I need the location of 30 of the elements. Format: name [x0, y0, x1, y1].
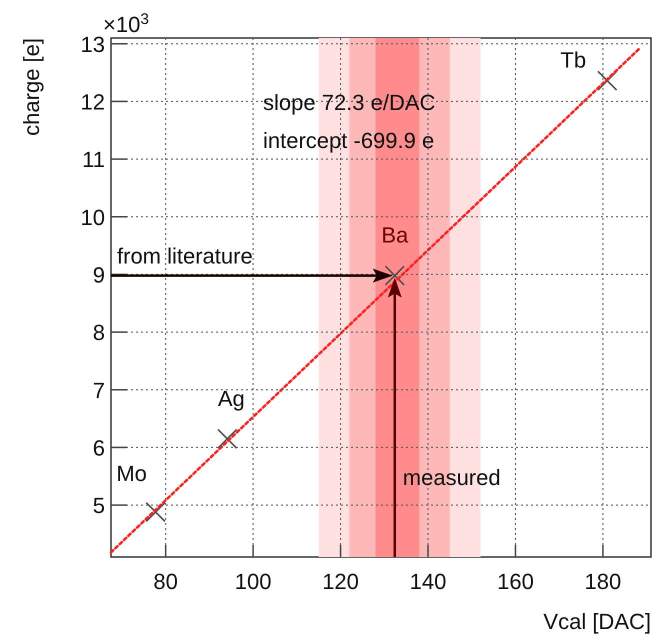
x-tick-label: 140	[410, 569, 446, 594]
x-tick-label: 80	[153, 569, 178, 594]
x-tick-label: 100	[234, 569, 272, 594]
annotation: measured	[402, 465, 501, 490]
y-axis-title: charge [e]	[19, 38, 44, 136]
point	[145, 502, 166, 522]
y-tick-label: 11	[82, 147, 105, 172]
x-tick-label: 160	[497, 569, 534, 594]
series-label: Tb	[560, 48, 586, 73]
series-label: Ba	[381, 222, 409, 248]
y-tick-label: 13	[80, 32, 105, 57]
y-tick-label: 9	[92, 262, 105, 288]
series-label: Ag	[218, 386, 245, 411]
annotation: from literature	[117, 244, 253, 269]
y-tick-label: 12	[80, 89, 105, 114]
point	[384, 265, 405, 286]
x-tick-label: 120	[322, 569, 359, 594]
text: ×10$^{3}$	[103, 10, 149, 37]
legend-label: Mo	[116, 461, 147, 486]
y-tick-label: 6	[92, 435, 105, 460]
y-tick-label: 7	[92, 378, 105, 403]
point	[597, 70, 618, 91]
x-tick-label: 180	[584, 569, 622, 594]
point	[217, 428, 238, 449]
y-tick-label: 10	[80, 204, 105, 230]
y-tick-label: 8	[92, 320, 105, 346]
annotation: slope 72.3 e/DAC	[263, 90, 436, 115]
y-tick-label: 5	[92, 493, 105, 518]
annotation: intercept -699.9 e	[263, 128, 434, 153]
x-axis-title: Vcal [DAC]	[543, 609, 651, 634]
